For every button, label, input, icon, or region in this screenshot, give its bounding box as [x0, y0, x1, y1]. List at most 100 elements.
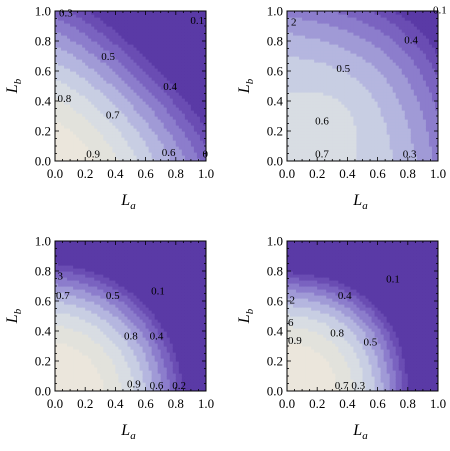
contour-cell — [311, 119, 315, 123]
contour-cell — [353, 137, 358, 141]
contour-cell — [160, 71, 165, 75]
contour-cell — [64, 101, 68, 105]
contour-cell — [130, 41, 135, 45]
contour-cell — [91, 62, 95, 66]
contour-cell — [356, 107, 361, 111]
contour-cell — [79, 104, 83, 108]
contour-cell — [290, 44, 294, 48]
contour-cell — [85, 125, 89, 129]
contour-cell — [419, 122, 424, 126]
contour-cell — [82, 113, 86, 117]
contour-cell — [196, 131, 201, 135]
contour-cell — [407, 86, 412, 90]
contour-cell — [97, 23, 101, 27]
contour-cell — [395, 23, 400, 27]
contour-cell — [139, 152, 144, 156]
contour-cell — [178, 77, 183, 81]
contour-cell — [371, 95, 376, 99]
contour-cell — [305, 134, 309, 138]
contour-cell — [401, 71, 406, 75]
contour-cell — [160, 74, 165, 78]
contour-cell — [79, 134, 83, 138]
contour-cell — [362, 149, 367, 153]
contour-cell — [371, 146, 376, 150]
contour-cell — [287, 101, 291, 105]
contour-cell — [166, 59, 171, 63]
contour-cell — [181, 47, 186, 51]
contour-cell — [398, 155, 403, 159]
contour-cell — [410, 113, 415, 117]
contour-cell — [88, 104, 92, 108]
contour-cell — [70, 125, 74, 129]
contour-cell — [320, 26, 324, 30]
contour-cell — [175, 143, 180, 147]
contour-cell — [166, 128, 171, 132]
contour-cell — [311, 11, 315, 15]
contour-cell — [359, 44, 364, 48]
contour-cell — [103, 158, 107, 161]
contour-cell — [389, 65, 394, 69]
contour-cell — [202, 56, 206, 60]
contour-cell — [383, 134, 388, 138]
contour-cell — [61, 62, 65, 66]
contour-cell — [169, 47, 174, 51]
contour-cell — [88, 23, 92, 27]
contour-cell — [169, 41, 174, 45]
contour-cell — [145, 47, 150, 51]
contour-cell — [79, 32, 83, 36]
contour-cell — [82, 65, 86, 69]
contour-cell — [91, 35, 95, 39]
contour-cell — [172, 125, 177, 129]
contour-cell — [61, 107, 65, 111]
contour-cell — [112, 101, 116, 105]
contour-cell — [344, 137, 348, 141]
contour-cell — [124, 17, 129, 21]
contour-cell — [73, 14, 77, 18]
contour-cell — [94, 140, 98, 144]
contour-cell — [199, 68, 204, 72]
contour-cell — [413, 38, 418, 42]
contour-cell — [106, 134, 110, 138]
contour-cell — [368, 59, 373, 63]
contour-cell — [97, 83, 101, 87]
contour-cell — [196, 128, 201, 132]
contour-cell — [100, 59, 104, 63]
contour-cell — [302, 14, 306, 18]
contour-cell — [130, 152, 135, 156]
contour-cell — [109, 125, 113, 129]
contour-cell — [353, 41, 358, 45]
contour-cell — [401, 89, 406, 93]
contour-cell — [335, 119, 339, 123]
contour-cell — [64, 20, 68, 24]
contour-cell — [118, 62, 123, 66]
contour-cell — [362, 98, 367, 102]
contour-cell — [76, 122, 80, 126]
contour-cell — [154, 107, 159, 111]
contour-cell — [61, 146, 65, 150]
contour-cell — [407, 29, 412, 33]
contour-cell — [127, 71, 132, 75]
contour-cell — [127, 134, 132, 138]
contour-cell — [392, 35, 397, 39]
contour-cell — [326, 77, 330, 81]
contour-cell — [389, 146, 394, 150]
contour-cell — [193, 14, 198, 18]
contour-cell — [199, 20, 204, 24]
contour-cell — [109, 14, 113, 18]
contour-cell — [332, 116, 336, 120]
contour-cell — [175, 32, 180, 36]
contour-cell — [193, 56, 198, 60]
contour-cell — [70, 26, 74, 30]
contour-cell — [70, 92, 74, 96]
contour-cell — [401, 149, 406, 153]
contour-cell — [287, 14, 291, 18]
contour-cell — [175, 125, 180, 129]
contour-cell — [154, 77, 159, 81]
contour-cell — [308, 119, 312, 123]
contour-cell — [85, 116, 89, 120]
contour-cell — [371, 107, 376, 111]
contour-cell — [169, 143, 174, 147]
contour-cell — [359, 53, 364, 57]
contour-cell — [317, 86, 321, 90]
contour-cell — [428, 149, 433, 153]
